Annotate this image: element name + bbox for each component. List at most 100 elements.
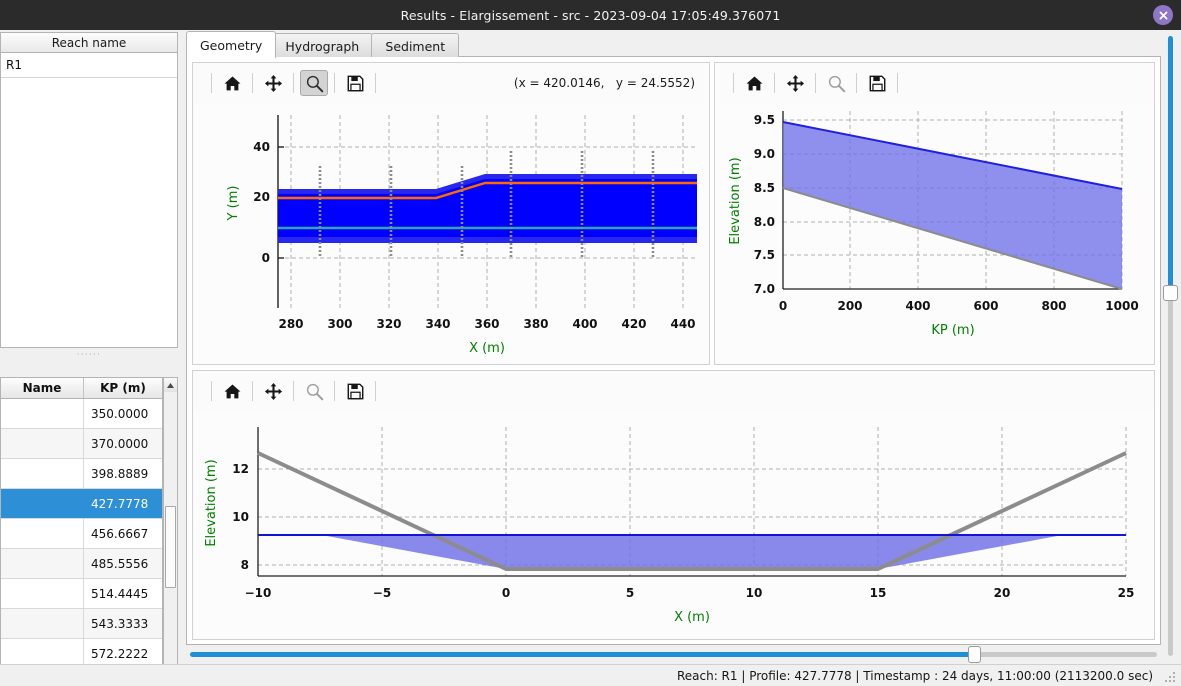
table-row[interactable]: 485.5556 (1, 549, 162, 579)
kp-table-scrollbar[interactable] (163, 377, 178, 686)
tab-label: Hydrograph (285, 38, 360, 54)
ytick-8.0: 8.0 (754, 215, 775, 229)
xtick-320: 320 (376, 317, 401, 331)
magnifier-icon[interactable] (822, 70, 850, 96)
plan-view-figure[interactable]: 40 20 0 280 300 320 340 360 380 400 420 … (193, 103, 709, 364)
slider-groove (1168, 36, 1173, 656)
xtick-380: 380 (523, 317, 548, 331)
xtick-0: 0 (779, 299, 787, 313)
table-row[interactable]: 370.0000 (1, 429, 162, 459)
plan-xlabel: X (m) (469, 341, 505, 356)
tab-geometry[interactable]: Geometry (186, 31, 277, 58)
xtick-15: 15 (870, 586, 887, 600)
cell-name (1, 429, 84, 458)
tab-hydrograph[interactable]: Hydrograph (271, 33, 374, 58)
table-row[interactable]: 427.7778 (1, 489, 162, 519)
long-profile-svg: 9.5 9.0 8.5 8.0 7.5 7.0 0 200 400 600 80… (728, 111, 1139, 338)
cross-section-toolbar (193, 371, 1154, 411)
xtick--5: −5 (373, 586, 391, 600)
table-row[interactable]: 398.8889 (1, 459, 162, 489)
centerline (278, 181, 697, 200)
ytick-8.5: 8.5 (754, 181, 775, 195)
tab-bar: Geometry Hydrograph Sediment (186, 31, 1161, 58)
xtick-20: 20 (994, 586, 1011, 600)
xtick-10: 10 (746, 586, 763, 600)
xtick-340: 340 (425, 317, 450, 331)
xtick-5: 5 (626, 586, 634, 600)
xtick-360: 360 (474, 317, 499, 331)
cross-section-svg: 12 10 8 −10 −5 0 5 10 15 20 25 X (m) Ele… (204, 427, 1135, 625)
time-slider-horizontal[interactable] (186, 644, 1161, 664)
move-icon[interactable] (781, 70, 809, 96)
xtick-300: 300 (327, 317, 352, 331)
status-bar: Reach: R1 | Profile: 427.7778 | Timestam… (0, 664, 1181, 686)
magnifier-icon[interactable] (300, 378, 328, 404)
cell-kp: 427.7778 (91, 496, 149, 511)
xtick-400: 400 (905, 299, 930, 313)
column-header-name[interactable]: Name (1, 378, 84, 398)
table-row[interactable]: 350.0000 (1, 399, 162, 429)
section-ylabel: Elevation (m) (204, 459, 219, 546)
resize-grip-icon[interactable] (1163, 669, 1177, 683)
cell-kp: 485.5556 (91, 556, 149, 571)
tab-label: Sediment (385, 38, 446, 54)
left-panel: Reach name R1 ······ Name KP (m) 350.000… (0, 30, 180, 686)
ytick-12: 12 (232, 462, 249, 476)
slider-handle[interactable] (968, 646, 981, 663)
profile-ylabel: Elevation (m) (728, 157, 743, 244)
xtick-25: 25 (1118, 586, 1135, 600)
move-icon[interactable] (259, 70, 287, 96)
xtick-440: 440 (670, 317, 695, 331)
xtick-600: 600 (973, 299, 998, 313)
long-profile-toolbar (715, 63, 1154, 103)
slider-handle[interactable] (1163, 285, 1178, 301)
home-icon[interactable] (218, 70, 246, 96)
table-row[interactable]: 456.6667 (1, 519, 162, 549)
ytick-9.5: 9.5 (754, 113, 775, 127)
water-area (321, 535, 1063, 569)
cell-name (1, 459, 84, 488)
cell-kp: 514.4445 (91, 586, 149, 601)
time-slider-vertical[interactable] (1161, 30, 1179, 664)
table-row[interactable]: 543.3333 (1, 609, 162, 639)
ytick-7.0: 7.0 (754, 282, 775, 296)
window-title: Results - Elargissement - src - 2023-09-… (400, 7, 781, 23)
magnifier-icon[interactable] (300, 70, 328, 96)
floppy-disk-icon[interactable] (863, 70, 891, 96)
plan-view-toolbar: (x = 420.0146, y = 24.5552) (193, 63, 709, 103)
geometry-tab-pane: (x = 420.0146, y = 24.5552) (186, 57, 1161, 645)
cross-section-markers[interactable] (318, 151, 655, 258)
tab-label: Geometry (200, 37, 263, 53)
tab-sediment[interactable]: Sediment (371, 33, 460, 58)
title-bar: Results - Elargissement - src - 2023-09-… (0, 0, 1181, 30)
floppy-disk-icon[interactable] (341, 70, 369, 96)
column-header-kp[interactable]: KP (m) (100, 381, 146, 395)
plan-ylabel: Y (m) (226, 186, 241, 222)
panel-splitter[interactable]: ······ (76, 349, 102, 359)
reach-list[interactable]: R1 (0, 53, 178, 348)
home-icon[interactable] (740, 70, 768, 96)
move-icon[interactable] (259, 378, 287, 404)
reach-list-item[interactable]: R1 (1, 53, 177, 78)
slider-fill (190, 652, 975, 657)
floppy-disk-icon[interactable] (341, 378, 369, 404)
xtick-400: 400 (572, 317, 597, 331)
scroll-up-icon[interactable] (164, 378, 177, 392)
cell-name (1, 579, 84, 608)
cross-section-figure[interactable]: 12 10 8 −10 −5 0 5 10 15 20 25 X (m) Ele… (193, 411, 1154, 640)
long-profile-panel: 9.5 9.0 8.5 8.0 7.5 7.0 0 200 400 600 80… (714, 62, 1155, 365)
cell-kp: 456.6667 (91, 526, 149, 541)
ytick-0: 0 (262, 251, 270, 265)
cell-name (1, 549, 84, 578)
long-profile-figure[interactable]: 9.5 9.0 8.5 8.0 7.5 7.0 0 200 400 600 80… (715, 103, 1154, 364)
cell-name (1, 399, 84, 428)
cell-name (1, 519, 84, 548)
bed-line (782, 187, 1123, 290)
scrollbar-thumb[interactable] (165, 506, 176, 588)
section-xlabel: X (m) (674, 610, 710, 625)
table-row[interactable]: 514.4445 (1, 579, 162, 609)
water-body (278, 179, 697, 237)
home-icon[interactable] (218, 378, 246, 404)
close-icon[interactable] (1153, 5, 1173, 25)
cell-name (1, 489, 84, 518)
